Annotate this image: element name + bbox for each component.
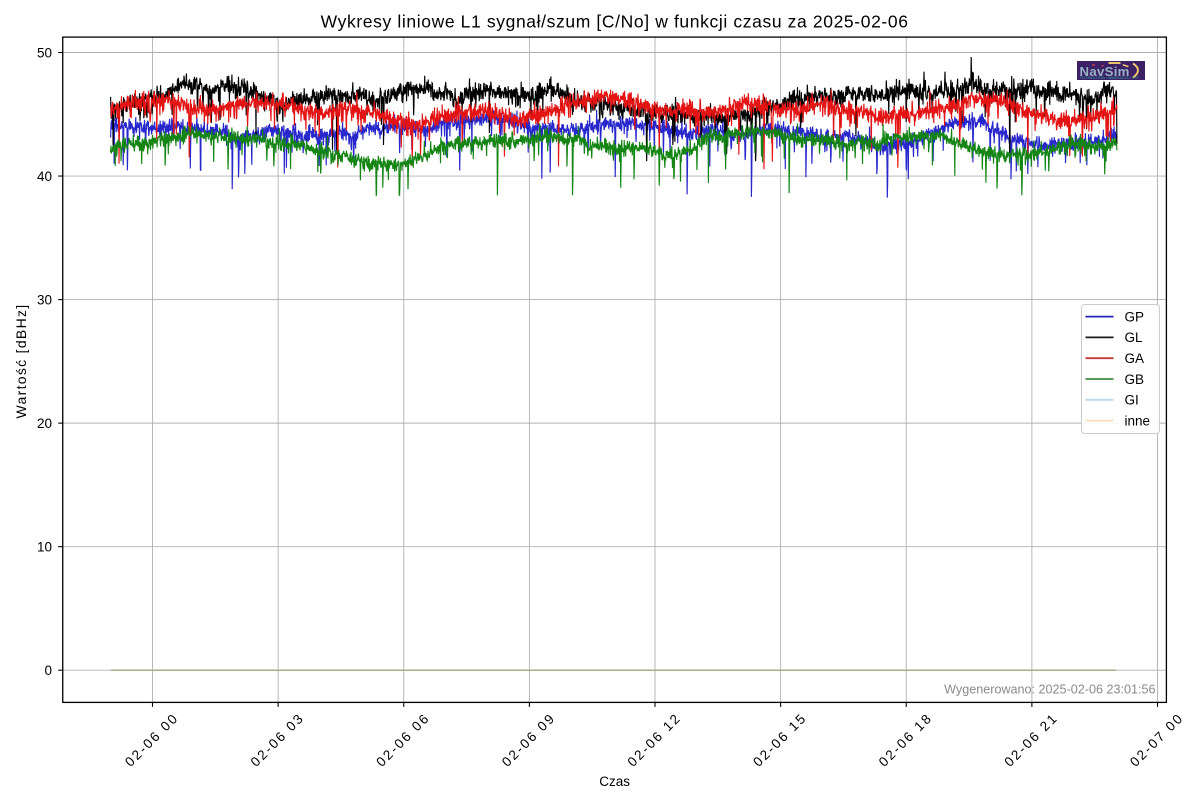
svg-text:Wartość [dBHz]: Wartość [dBHz] (13, 304, 29, 419)
svg-text:inne: inne (1125, 413, 1151, 428)
svg-text:0: 0 (44, 663, 52, 678)
svg-text:Wykresy liniowe L1 sygnał/szum: Wykresy liniowe L1 sygnał/szum [C/No] w … (321, 12, 909, 32)
svg-text:40: 40 (37, 169, 52, 184)
svg-text:20: 20 (37, 416, 52, 431)
svg-text:GL: GL (1125, 330, 1144, 345)
svg-text:GA: GA (1125, 351, 1145, 366)
svg-text:30: 30 (37, 292, 52, 307)
svg-text:50: 50 (37, 45, 52, 60)
svg-text:NavSim: NavSim (1080, 64, 1130, 79)
svg-text:Wygenerowano: 2025-02-06 23:01: Wygenerowano: 2025-02-06 23:01:56 (944, 683, 1155, 697)
svg-text:10: 10 (37, 539, 52, 554)
svg-text:GP: GP (1125, 309, 1145, 324)
svg-text:GB: GB (1125, 372, 1145, 387)
svg-text:Czas: Czas (599, 774, 630, 789)
svg-text:TECHNOLOGIA • NAWIGACJA • SYS: TECHNOLOGIA • NAWIGACJA • SYS (1080, 76, 1140, 80)
svg-text:GI: GI (1125, 393, 1139, 408)
